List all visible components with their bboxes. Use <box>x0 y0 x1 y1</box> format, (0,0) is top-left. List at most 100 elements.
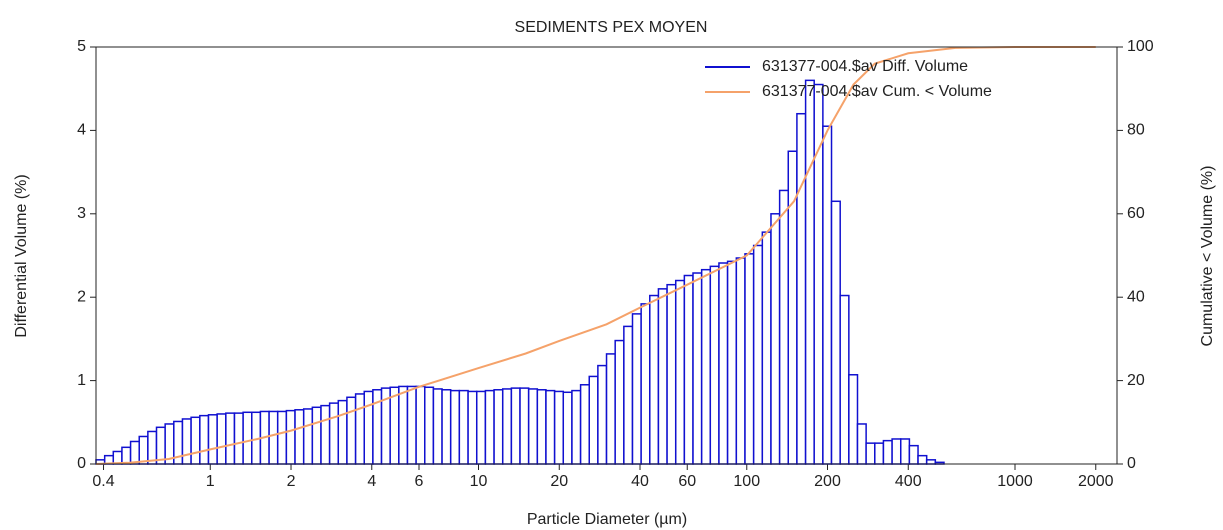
bar <box>207 414 218 465</box>
bar <box>268 410 279 465</box>
bar <box>778 189 790 465</box>
bar <box>640 303 651 465</box>
bar <box>363 390 374 465</box>
bar <box>242 411 253 465</box>
bar <box>475 390 487 465</box>
bar <box>726 260 738 465</box>
bar <box>770 213 781 465</box>
bar <box>614 339 625 465</box>
y-tick-label: 4 <box>77 122 86 139</box>
x-tick-label: 4 <box>367 473 376 490</box>
y-tick-label: 3 <box>77 205 86 222</box>
bar <box>822 125 833 465</box>
x-tick-label: 60 <box>678 473 696 490</box>
bar <box>233 412 244 465</box>
x-tick-label: 1 <box>206 473 215 490</box>
bar <box>882 439 893 465</box>
bar <box>398 385 409 465</box>
x-tick-label: 2 <box>287 473 296 490</box>
y-tick-label: 1 <box>77 372 86 389</box>
bar <box>674 279 686 465</box>
bar <box>181 418 192 465</box>
x-tick-label: 6 <box>415 473 424 490</box>
bar <box>874 442 885 465</box>
bar <box>735 257 746 465</box>
bar <box>579 384 590 465</box>
bar <box>692 272 703 465</box>
x-tick-label: 40 <box>631 473 649 490</box>
bar <box>311 406 322 465</box>
bar <box>744 253 755 465</box>
bar <box>294 409 305 465</box>
bar <box>623 325 634 465</box>
bar <box>839 294 850 465</box>
bar <box>276 410 288 465</box>
bar <box>683 274 694 465</box>
bar <box>908 444 919 465</box>
bar <box>856 423 867 465</box>
bar <box>917 454 928 465</box>
bar <box>441 389 452 465</box>
bar <box>519 387 530 465</box>
y-axis-label: Differential Volume (%) <box>13 174 30 337</box>
x-tick-label: 400 <box>895 473 922 490</box>
bar <box>700 268 712 465</box>
x-tick-label: 2000 <box>1078 473 1114 490</box>
y2-tick-label: 100 <box>1127 38 1154 55</box>
bar <box>605 353 616 465</box>
bar <box>484 389 495 465</box>
bar <box>302 408 314 465</box>
bar <box>588 375 599 465</box>
bar <box>796 112 807 465</box>
bar <box>216 413 227 465</box>
y2-tick-label: 20 <box>1127 372 1145 389</box>
bar <box>925 459 937 465</box>
y2-axis-label: Cumulative < Volume (%) <box>1199 166 1216 347</box>
x-axis-label: Particle Diameter (µm) <box>527 511 687 528</box>
plot-frame <box>95 46 1118 465</box>
bar <box>320 404 331 465</box>
bar <box>389 386 400 465</box>
cumulative-line <box>95 46 1096 465</box>
bar <box>467 390 478 465</box>
x-tick-label: 20 <box>550 473 568 490</box>
bar <box>718 262 729 465</box>
y2-tick-label: 0 <box>1127 455 1136 472</box>
bar <box>337 399 348 465</box>
bar <box>545 389 556 465</box>
bar <box>458 389 469 465</box>
bar <box>138 435 149 465</box>
bar <box>899 438 911 465</box>
bar <box>129 440 140 465</box>
bar <box>510 387 521 465</box>
y-tick-label: 0 <box>77 455 86 472</box>
bar <box>190 416 201 465</box>
bar <box>285 409 296 465</box>
y2-tick-label: 60 <box>1127 205 1145 222</box>
bar <box>527 388 539 465</box>
legend-label: 631377-004.$av Cum. < Volume <box>762 83 992 100</box>
bar <box>553 390 565 465</box>
x-tick-label: 10 <box>470 473 488 490</box>
bar <box>666 283 677 465</box>
chart-title: SEDIMENTS PEX MOYEN <box>515 19 708 36</box>
bar <box>830 200 841 465</box>
bar <box>415 385 426 465</box>
x-tick-label: 100 <box>733 473 760 490</box>
y-tick-label: 2 <box>77 288 86 305</box>
x-tick-label: 200 <box>814 473 841 490</box>
bar <box>562 391 573 465</box>
y-tick-label: 5 <box>77 38 86 55</box>
bar <box>571 389 582 465</box>
bar <box>891 438 902 465</box>
bar <box>147 430 158 465</box>
bar <box>424 386 435 465</box>
y2-tick-label: 80 <box>1127 122 1145 139</box>
bar <box>225 412 236 465</box>
x-tick-label: 1000 <box>997 473 1033 490</box>
bar <box>631 313 642 465</box>
bar <box>709 265 720 465</box>
bar <box>354 393 365 465</box>
bar <box>328 402 340 465</box>
bar <box>432 388 443 465</box>
